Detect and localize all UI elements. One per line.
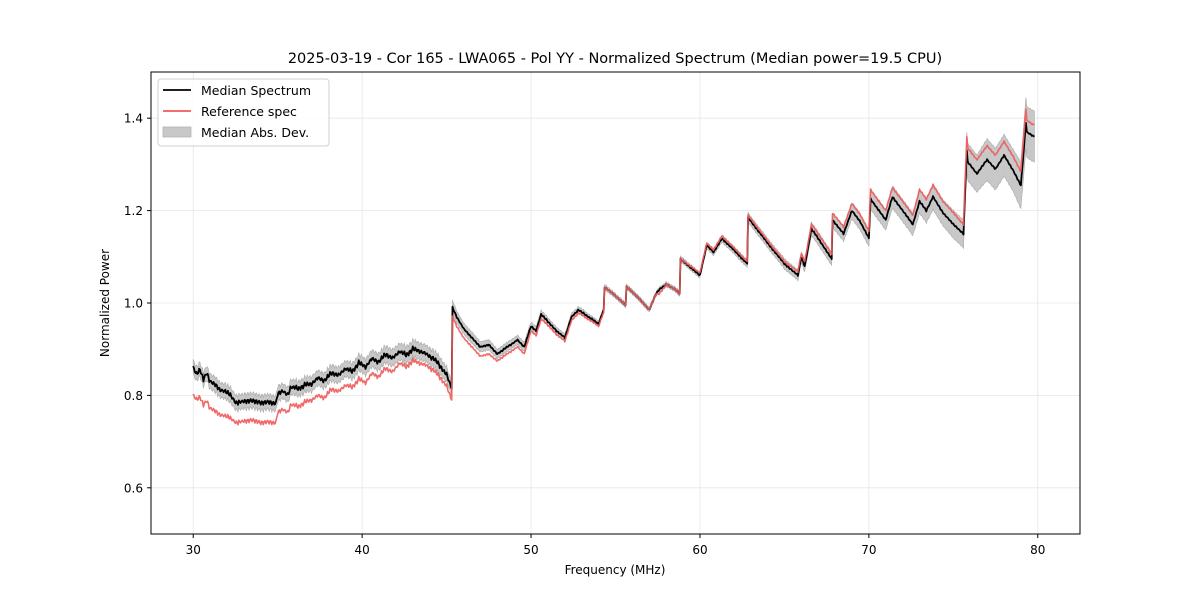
reference-spectrum-line [192, 108, 1035, 426]
legend-box [157, 78, 330, 147]
x-tick-label: 50 [523, 543, 538, 557]
axis-ticks: 30 40 50 60 70 80 0.6 0.8 1.0 1.2 1.4 [124, 112, 1046, 557]
legend-label-mad: Median Abs. Dev. [201, 125, 309, 140]
x-tick-label: 70 [861, 543, 876, 557]
legend-swatch-mad [162, 126, 192, 138]
y-tick-label: 0.6 [124, 481, 143, 495]
chart-title: 2025-03-19 - Cor 165 - LWA065 - Pol YY -… [288, 51, 942, 67]
legend-label-reference: Reference spec [201, 104, 297, 119]
legend-label-median: Median Spectrum [201, 83, 311, 98]
y-tick-label: 1.0 [124, 297, 143, 311]
mad-band [192, 97, 1035, 414]
x-tick-label: 80 [1030, 543, 1045, 557]
legend: Median Spectrum Reference spec Median Ab… [157, 78, 330, 147]
x-axis-label: Frequency (MHz) [565, 563, 666, 577]
y-tick-label: 0.8 [124, 389, 143, 403]
y-tick-label: 1.2 [124, 204, 143, 218]
x-tick-label: 40 [354, 543, 369, 557]
y-axis-label: Normalized Power [98, 249, 112, 357]
y-tick-label: 1.4 [124, 112, 143, 126]
x-tick-label: 30 [186, 543, 201, 557]
x-tick-label: 60 [692, 543, 707, 557]
plot-area [192, 97, 1035, 426]
